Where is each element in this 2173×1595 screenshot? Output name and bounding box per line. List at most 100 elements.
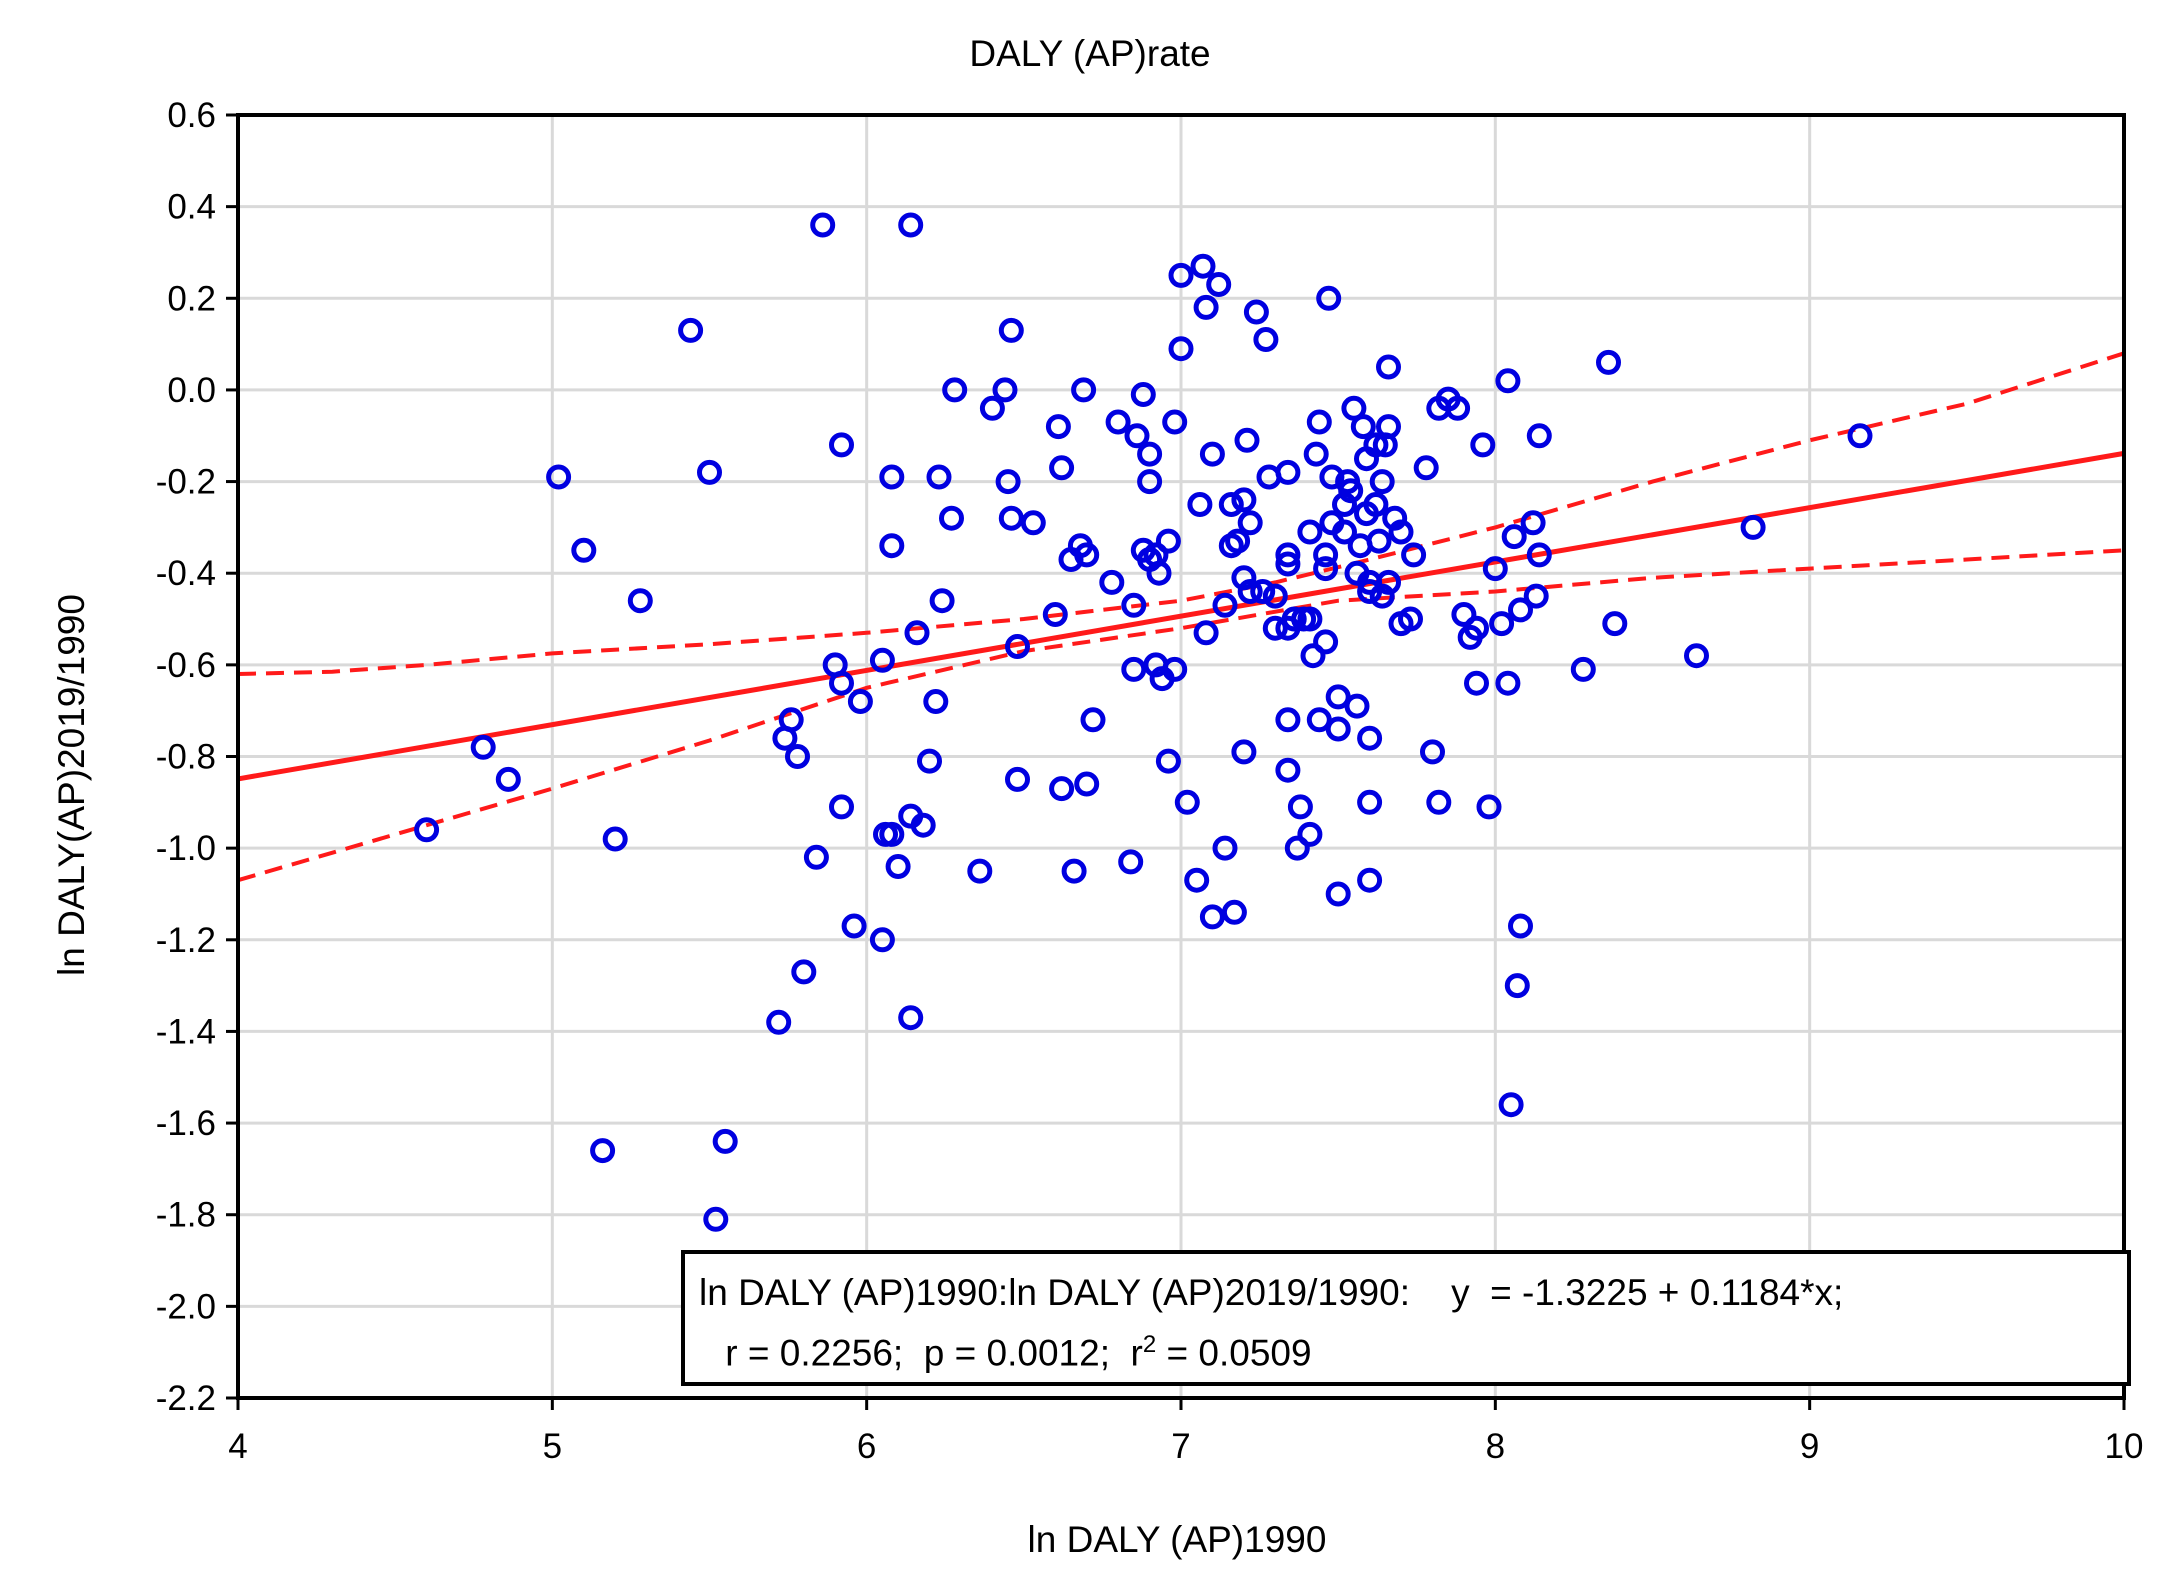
data-point bbox=[1508, 597, 1533, 623]
y-tick-label: -2.2 bbox=[156, 1379, 216, 1418]
data-point bbox=[1262, 615, 1288, 641]
x-tick-label: 5 bbox=[543, 1427, 562, 1466]
data-point bbox=[1451, 602, 1477, 627]
data-point bbox=[1470, 432, 1496, 458]
data-point bbox=[841, 913, 867, 939]
data-point bbox=[1124, 423, 1150, 449]
data-point bbox=[1212, 835, 1238, 861]
data-point bbox=[1570, 656, 1596, 682]
data-point bbox=[1498, 1092, 1524, 1118]
regression-stats: r = 0.2256; p = 0.0012; r2 = 0.0509 bbox=[715, 1331, 1312, 1374]
data-point bbox=[1074, 542, 1100, 568]
data-point bbox=[1218, 492, 1244, 517]
data-point bbox=[810, 212, 836, 238]
data-point bbox=[1275, 551, 1301, 577]
data-point bbox=[1313, 542, 1339, 568]
data-point bbox=[1445, 395, 1471, 421]
data-point bbox=[1071, 377, 1097, 403]
data-point bbox=[1284, 835, 1310, 861]
data-point bbox=[917, 748, 942, 774]
data-point bbox=[1099, 569, 1125, 595]
y-tick-label: -0.8 bbox=[156, 738, 216, 777]
data-point bbox=[1388, 519, 1414, 545]
confidence-lower-line bbox=[237, 548, 2125, 883]
x-tick-label: 8 bbox=[1486, 1427, 1505, 1466]
y-tick-label: -1.2 bbox=[156, 921, 216, 960]
data-point bbox=[1316, 285, 1342, 311]
data-point bbox=[1287, 794, 1313, 820]
confidence-upper-line bbox=[237, 351, 2125, 676]
data-point bbox=[869, 647, 895, 673]
data-point bbox=[1495, 368, 1521, 394]
data-point bbox=[1363, 432, 1389, 458]
data-point bbox=[923, 689, 949, 714]
data-point bbox=[1306, 707, 1332, 733]
data-point bbox=[1376, 414, 1401, 440]
data-point bbox=[1168, 262, 1194, 288]
data-point bbox=[1313, 556, 1339, 582]
regression-fit-line bbox=[237, 450, 2125, 782]
data-point bbox=[1464, 670, 1489, 696]
data-point bbox=[1303, 441, 1329, 467]
x-tick-label: 9 bbox=[1800, 1427, 1819, 1466]
data-point bbox=[1074, 771, 1100, 797]
data-point bbox=[1174, 789, 1200, 815]
data-point bbox=[1297, 821, 1323, 847]
data-point bbox=[791, 959, 817, 985]
chart-title: DALY (AP)rate bbox=[969, 33, 1210, 74]
data-point bbox=[847, 689, 873, 714]
data-point bbox=[1162, 409, 1188, 435]
data-point bbox=[1482, 556, 1508, 582]
data-point bbox=[546, 464, 572, 490]
data-point bbox=[785, 744, 810, 769]
y-tick-label: -1.4 bbox=[156, 1012, 216, 1051]
data-point bbox=[1212, 592, 1238, 618]
regression-equation: ln DALY (AP)1990:ln DALY (AP)2019/1990: … bbox=[699, 1272, 1844, 1313]
data-points bbox=[414, 212, 1873, 1232]
data-point bbox=[1504, 973, 1530, 999]
data-point bbox=[571, 537, 597, 563]
stats-prefix: r = 0.2256; p = 0.0012; r bbox=[715, 1332, 1143, 1374]
data-point bbox=[1357, 789, 1383, 815]
data-point bbox=[1168, 336, 1194, 362]
data-point bbox=[1118, 849, 1144, 875]
data-point bbox=[1369, 583, 1395, 609]
y-tick-label: -1.6 bbox=[156, 1104, 216, 1143]
data-point bbox=[1526, 423, 1552, 449]
data-point bbox=[1221, 899, 1247, 925]
y-tick-label: 0.4 bbox=[167, 188, 216, 227]
stats-suffix: = 0.0509 bbox=[1156, 1332, 1312, 1374]
data-point bbox=[910, 812, 936, 838]
data-point bbox=[1325, 881, 1351, 907]
data-point bbox=[1426, 789, 1452, 815]
data-point bbox=[879, 821, 905, 847]
data-point bbox=[1199, 904, 1225, 930]
data-point bbox=[1300, 643, 1326, 669]
data-point bbox=[1193, 294, 1219, 320]
data-point bbox=[703, 1206, 729, 1232]
data-point bbox=[1187, 492, 1213, 517]
data-point bbox=[1325, 716, 1351, 742]
data-point bbox=[1332, 492, 1357, 517]
data-point bbox=[1190, 253, 1216, 279]
data-point bbox=[1146, 560, 1172, 586]
data-point bbox=[829, 794, 854, 820]
data-point bbox=[898, 1005, 924, 1031]
data-point bbox=[1199, 441, 1225, 467]
data-point bbox=[829, 670, 854, 696]
axis-ticks: 4 5 6 7 8 9 10 0.6 0.4 0.2 0.0 -0.2 -0.4 -0.6 -0.8 -1.0… bbox=[156, 96, 2144, 1466]
data-point bbox=[1080, 707, 1106, 733]
plot-frame bbox=[236, 113, 2126, 1400]
data-point bbox=[885, 854, 911, 879]
data-point bbox=[1193, 620, 1219, 646]
data-point bbox=[995, 469, 1021, 495]
data-point bbox=[1602, 611, 1628, 637]
data-point bbox=[1137, 469, 1163, 495]
confidence-band bbox=[237, 351, 2125, 883]
x-tick-label: 7 bbox=[1171, 1427, 1190, 1466]
data-point bbox=[1363, 492, 1389, 517]
data-point bbox=[1306, 409, 1332, 435]
data-point bbox=[1508, 913, 1533, 939]
data-point bbox=[1596, 349, 1621, 375]
data-point bbox=[1684, 643, 1709, 669]
